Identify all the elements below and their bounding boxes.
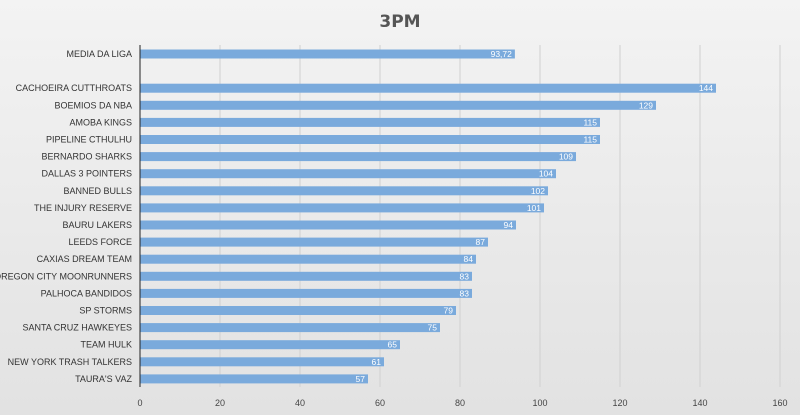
x-tick-label: 80 <box>455 398 465 408</box>
bar-value-label: 94 <box>504 220 514 230</box>
x-tick-label: 60 <box>375 398 385 408</box>
category-label: TAURA'S VAZ <box>75 374 132 384</box>
bar <box>140 169 556 179</box>
bar-value-label: 87 <box>476 237 486 247</box>
bar <box>140 374 368 384</box>
x-tick-label: 140 <box>692 398 707 408</box>
category-label: BOEMIOS DA NBA <box>54 100 132 110</box>
bar <box>140 340 400 350</box>
category-label: OREGON CITY MOONRUNNERS <box>0 271 132 281</box>
category-label: PIPELINE CTHULHU <box>46 135 132 145</box>
bar <box>140 254 476 264</box>
x-tick-label: 160 <box>772 398 787 408</box>
x-tick-label: 0 <box>137 398 142 408</box>
bar <box>140 323 440 333</box>
bar <box>140 152 576 162</box>
gridlines <box>219 45 781 387</box>
bar <box>140 288 472 298</box>
bar <box>140 83 716 93</box>
category-label: AMOBA KINGS <box>69 117 132 127</box>
category-label: MEDIA DA LIGA <box>66 49 132 59</box>
bar <box>140 135 600 144</box>
bar-value-label: 129 <box>639 100 653 110</box>
bar <box>140 49 515 59</box>
x-axis-ticks: 0 20 40 60 80 100 120 140 160 <box>137 398 787 408</box>
bar <box>140 100 656 110</box>
bar-value-label: 144 <box>699 83 713 93</box>
x-tick-label: 40 <box>295 398 305 408</box>
bars <box>140 49 716 384</box>
bar <box>140 271 472 281</box>
bar <box>140 117 600 127</box>
bar <box>140 306 456 315</box>
category-label: CACHOEIRA CUTTHROATS <box>16 83 132 93</box>
bar-value-label: 115 <box>583 117 597 127</box>
bar-value-label: 79 <box>444 306 454 316</box>
bar-value-label: 65 <box>388 340 398 350</box>
bar <box>140 220 516 230</box>
category-label: DALLAS 3 POINTERS <box>41 169 132 179</box>
x-tick-label: 100 <box>532 398 547 408</box>
bar-value-label: 104 <box>539 169 553 179</box>
bar-value-label: 84 <box>464 254 474 264</box>
category-label: THE INJURY RESERVE <box>34 203 132 213</box>
bar-value-label: 57 <box>356 374 366 384</box>
bar-value-label: 75 <box>428 323 438 333</box>
category-label: TEAM HULK <box>80 340 132 350</box>
x-tick-label: 20 <box>215 398 225 408</box>
bar <box>140 186 548 196</box>
category-label: CAXIAS DREAM TEAM <box>37 254 132 264</box>
bar-value-label: 83 <box>460 288 470 298</box>
category-labels: MEDIA DA LIGA CACHOEIRA CUTTHROATS BOEMIOS… <box>0 49 132 384</box>
bar <box>140 203 544 213</box>
bar-value-label: 101 <box>527 203 541 213</box>
bar-value-label: 61 <box>372 357 382 367</box>
bar <box>140 357 384 367</box>
bar-value-label: 93,72 <box>491 49 513 59</box>
category-label: BAURU LAKERS <box>62 220 132 230</box>
category-label: BANNED BULLS <box>63 186 132 196</box>
chart-title: 3PM <box>379 12 420 32</box>
bar-value-label: 102 <box>531 186 545 196</box>
bar <box>140 237 488 247</box>
category-label: SP STORMS <box>79 306 132 316</box>
category-label: SANTA CRUZ HAWKEYES <box>22 323 132 333</box>
bar-value-label: 83 <box>460 271 470 281</box>
category-label: NEW YORK TRASH TALKERS <box>8 357 132 367</box>
category-label: BERNARDO SHARKS <box>41 152 132 162</box>
bar-value-label: 115 <box>583 135 597 145</box>
x-tick-label: 120 <box>612 398 627 408</box>
category-label: LEEDS FORCE <box>68 237 132 247</box>
bar-value-label: 109 <box>559 152 573 162</box>
category-label: PALHOCA BANDIDOS <box>41 288 132 298</box>
